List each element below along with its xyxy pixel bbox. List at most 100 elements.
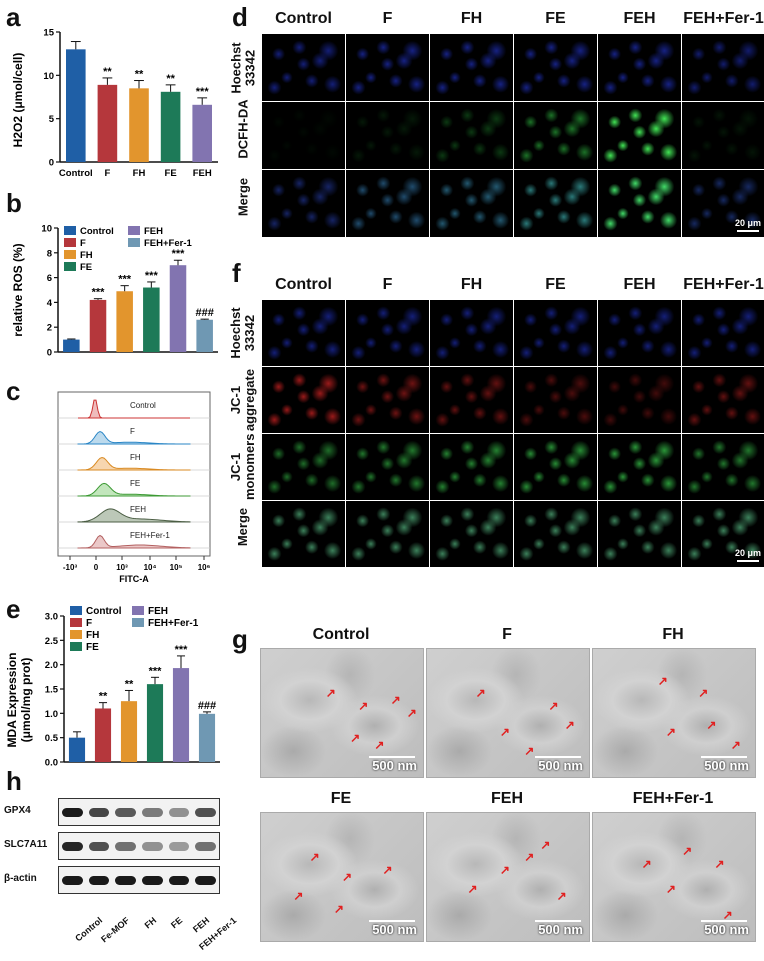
- micrograph-tile: [430, 170, 513, 237]
- fluorescence-signal: [430, 367, 513, 433]
- fluorescence-signal: [514, 434, 597, 500]
- y-axis-label: relative ROS (%): [11, 243, 25, 336]
- protein-band: [62, 841, 83, 851]
- scale-bar: [737, 560, 759, 562]
- tem-title: FEH: [491, 790, 523, 807]
- fluorescence-signal: [598, 434, 681, 500]
- significance-label: **: [103, 66, 112, 78]
- protein-band: [168, 841, 190, 851]
- blot-strip: [58, 798, 220, 826]
- panel-h-western-blot: GPX4 SLC7A11 β-actin Control Fe-MOF FH FE FEH FE…: [0, 790, 238, 952]
- protein-label: β-actin: [4, 873, 37, 884]
- fluorescence-signal: [430, 300, 513, 366]
- protein-band: [88, 875, 110, 885]
- blot-strip: [58, 866, 220, 894]
- panel-letter-f: f: [232, 258, 241, 288]
- protein-band: [115, 875, 136, 885]
- panel-letter-b: b: [6, 188, 22, 218]
- x-tick-label: 10⁴: [144, 563, 157, 572]
- micrograph-tile: [598, 170, 681, 237]
- significance-label: ***: [149, 665, 163, 677]
- significance-label: ***: [145, 270, 159, 282]
- x-tick-label: 10⁶: [198, 563, 211, 572]
- legend-label: Control: [86, 606, 122, 617]
- bar-control: [63, 339, 80, 352]
- mitochondria-arrow-icon: ↗: [374, 737, 385, 752]
- micrograph-tile: [682, 367, 764, 433]
- legend-swatch: [132, 618, 144, 627]
- protein-label: SLC7A11: [4, 839, 48, 850]
- histogram-control: [78, 399, 190, 419]
- panel-letter-d: d: [232, 2, 248, 32]
- bar-feh: [172, 668, 190, 762]
- column-header: F: [382, 276, 393, 293]
- micrograph-tile: [262, 102, 345, 169]
- chart-e-mda: 0.00.51.01.52.02.53.0**********###MDA Ex…: [5, 606, 220, 769]
- legend-swatch: [64, 262, 76, 271]
- significance-label: ***: [118, 274, 132, 286]
- mitochondria-arrow-icon: ↗: [499, 724, 510, 739]
- micrograph-tile: [682, 102, 764, 169]
- micrograph-tile: [262, 501, 345, 567]
- legend-swatch: [70, 642, 82, 651]
- fluorescence-signal: [598, 34, 681, 101]
- histogram-feh-fer-1: [77, 534, 191, 549]
- x-tick-label: 0: [94, 563, 99, 572]
- scale-label: 20 μm: [735, 548, 762, 558]
- mitochondria-arrow-icon: ↗: [548, 699, 559, 714]
- legend-label: FEH: [144, 226, 163, 237]
- panel-letter-c: c: [6, 376, 21, 406]
- scale-label: 500 nm: [538, 922, 583, 937]
- mitochondria-arrow-icon: ↗: [682, 844, 693, 858]
- bar-fe: [146, 684, 164, 762]
- micrograph-tile: [598, 34, 681, 101]
- mitochondria-arrow-icon: ↗: [390, 692, 401, 707]
- legend-label: FE: [80, 262, 92, 273]
- protein-band: [115, 807, 136, 817]
- tem-title: F: [502, 626, 512, 643]
- mitochondria-arrow-icon: ↗: [333, 901, 344, 916]
- y-tick-label: 2: [47, 323, 52, 334]
- micrograph-tile: [346, 501, 429, 567]
- column-header: Control: [275, 276, 332, 293]
- bar-fh: [129, 88, 149, 162]
- fluorescence-signal: [262, 34, 345, 101]
- micrograph-tile: [430, 434, 513, 500]
- bar-fh: [120, 701, 138, 762]
- mitochondria-arrow-icon: ↗: [475, 686, 486, 701]
- protein-band: [62, 875, 83, 885]
- x-tick-label: FH: [133, 168, 146, 179]
- mitochondria-arrow-icon: ↗: [524, 850, 535, 865]
- scale-label: 500 nm: [538, 758, 583, 773]
- bar-control: [68, 737, 86, 762]
- fluorescence-signal: [514, 367, 597, 433]
- significance-label: ***: [92, 287, 106, 299]
- series-label: Control: [130, 401, 156, 410]
- tem-title: FE: [330, 790, 352, 807]
- micrograph-tile: [346, 367, 429, 433]
- panel-letter-g: g: [232, 624, 248, 654]
- bar-control: [66, 49, 86, 163]
- fluorescence-signal: [682, 300, 764, 366]
- column-header: FH: [460, 10, 483, 27]
- fluorescence-signal: [262, 170, 345, 237]
- row-label: Hoechst 33342: [228, 41, 258, 94]
- tem-micrograph: ↗ ↗ ↗ ↗ ↗ ↗ 500 nm: [260, 648, 424, 778]
- y-tick-label: 5: [49, 114, 55, 125]
- mitochondria-arrow-icon: ↗: [714, 856, 725, 871]
- mitochondria-arrow-icon: ↗: [540, 837, 551, 852]
- legend-label: Control: [80, 226, 114, 237]
- legend-swatch: [70, 630, 82, 639]
- mitochondria-arrow-icon: ↗: [499, 863, 510, 878]
- protein-band: [62, 807, 83, 817]
- fluorescence-signal: [514, 34, 597, 101]
- lane-label: FEH+Fer-1: [196, 915, 238, 952]
- legend-label: FEH+Fer-1: [144, 238, 192, 249]
- scale-label: 500 nm: [704, 758, 749, 773]
- protein-band: [142, 807, 163, 817]
- fluorescence-signal: [598, 102, 681, 169]
- micrograph-tile: [598, 367, 681, 433]
- legend-label: FEH+Fer-1: [148, 618, 199, 629]
- micrograph-tile: [682, 300, 764, 366]
- fluorescence-signal: [682, 434, 764, 500]
